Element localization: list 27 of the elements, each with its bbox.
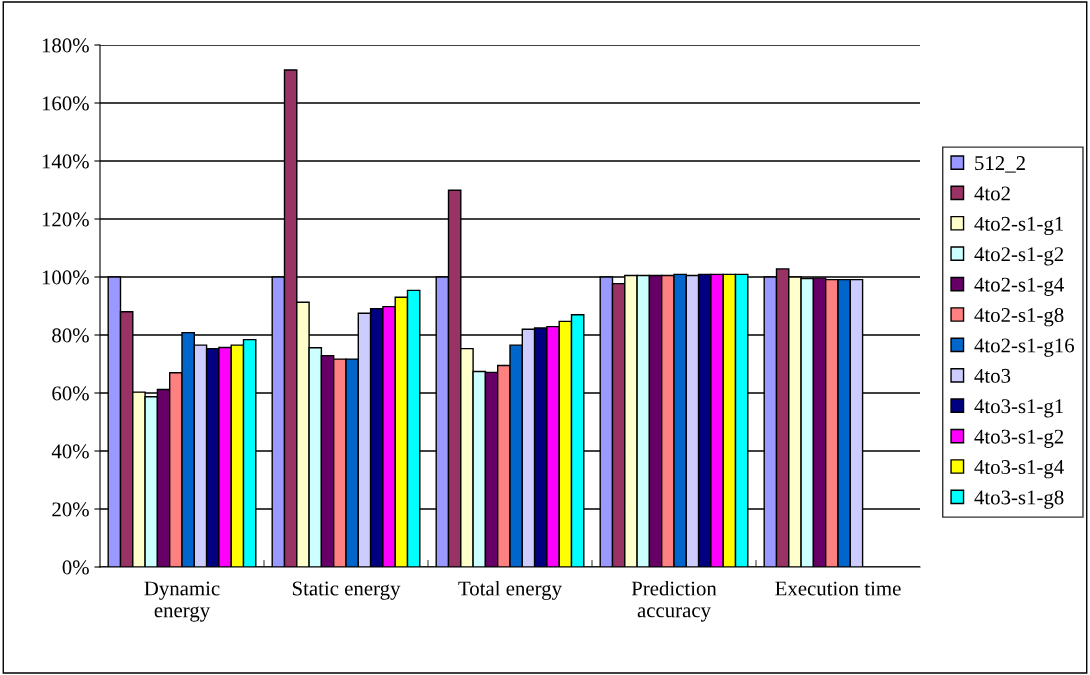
x-tick-label: Static energy — [292, 581, 401, 600]
legend-label: 4to3-s1-g2 — [974, 429, 1064, 448]
x-tick-label: Prediction accuracy — [631, 580, 717, 622]
x-tick-label: Execution time — [775, 581, 901, 596]
y-tick-label: 40% — [51, 444, 89, 459]
legend-label: 4to3 — [974, 368, 1011, 383]
legend-label: 4to2 — [974, 186, 1010, 201]
y-tick-label: 100% — [42, 270, 89, 285]
legend-label: 4to3-s1-g8 — [974, 490, 1064, 509]
legend-label: 4to2-s1-g4 — [974, 277, 1064, 296]
legend-label: 4to2-s1-g8 — [974, 307, 1064, 327]
legend-label: 4to2-s1-g1 — [974, 216, 1063, 236]
x-tick-label: Total energy — [458, 580, 562, 600]
y-tick-label: 0% — [62, 560, 89, 575]
x-tick-label: Dynamic energy — [144, 581, 220, 622]
legend-label: 512_2 — [975, 156, 1025, 173]
legend-label: 4to3-s1-g1 — [974, 399, 1063, 418]
legend-label: 4to2-s1-g2 — [974, 247, 1064, 266]
legend-label: 4to3-s1-g4 — [974, 460, 1064, 479]
y-tick-label: 140% — [42, 154, 89, 169]
y-tick-label: 80% — [52, 328, 89, 343]
y-tick-label: 180% — [42, 38, 89, 53]
legend-label: 4to2-s1-g16 — [974, 338, 1075, 357]
y-tick-label: 120% — [42, 212, 89, 227]
y-tick-label: 160% — [42, 96, 89, 111]
y-tick-label: 60% — [52, 386, 89, 401]
y-tick-label: 20% — [52, 502, 89, 517]
